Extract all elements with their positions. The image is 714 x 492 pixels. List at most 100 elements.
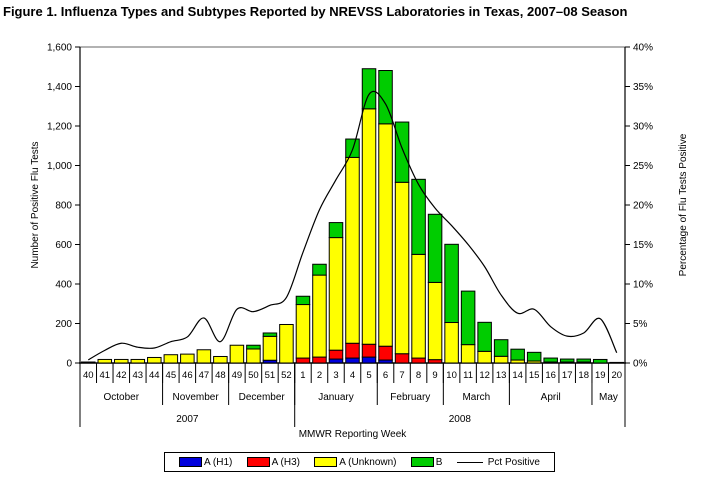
- bar-segment-b: [510, 348, 525, 361]
- week-label: 13: [496, 370, 507, 381]
- legend-item-a-h3: A (H3): [246, 456, 300, 468]
- bar-segment-a-unknown-: [213, 355, 228, 364]
- bar-segment-a-unknown-: [180, 353, 195, 364]
- right-axis-tick-label: 0%: [633, 359, 648, 370]
- bar-segment-b: [543, 357, 558, 363]
- legend-label-pct-positive: Pct Positive: [487, 456, 540, 468]
- week-label: 11: [463, 370, 473, 381]
- bar-segment-a-unknown-: [97, 358, 113, 364]
- week-label: 4: [350, 370, 355, 381]
- bar-segment-a-h3-: [312, 356, 327, 364]
- bar-segment-a-unknown-: [246, 348, 261, 364]
- left-axis-tick-label: 600: [55, 240, 72, 251]
- week-label: 5: [366, 370, 371, 381]
- bar-segment-a-unknown-: [262, 335, 278, 361]
- legend-item-pct-positive: Pct Positive: [456, 456, 540, 468]
- week-label: 18: [578, 370, 589, 381]
- left-axis-tick-label: 1,600: [47, 43, 72, 54]
- week-label: 52: [281, 370, 292, 381]
- right-axis-tick-label: 5%: [633, 319, 648, 330]
- right-axis-tick-label: 20%: [633, 201, 653, 212]
- year-label: 2008: [449, 414, 472, 425]
- week-label: 41: [99, 370, 110, 381]
- right-axis-tick-label: 30%: [633, 122, 653, 133]
- bar-segment-a-unknown-: [196, 349, 212, 364]
- week-label: 6: [383, 370, 388, 381]
- legend-label-a-unknown: A (Unknown): [339, 456, 397, 468]
- right-axis-tick-label: 25%: [633, 161, 653, 172]
- week-label: 9: [432, 370, 437, 381]
- bar-segment-b: [609, 361, 624, 364]
- right-axis-tick-label: 15%: [633, 240, 653, 251]
- legend-item-a-h1: A (H1): [179, 457, 232, 468]
- bar-segment-a-unknown-: [279, 323, 294, 364]
- week-label: 3: [333, 370, 338, 381]
- month-label: April: [541, 392, 561, 403]
- bar-segment-a-unknown-: [411, 253, 426, 359]
- bar-segment-b: [559, 358, 575, 363]
- bar-segment-b: [592, 358, 608, 364]
- bar-segment-b: [411, 178, 426, 255]
- bar-segment-a-unknown-: [394, 181, 410, 355]
- bar-segment-a-unknown-: [295, 304, 311, 359]
- bar-segment-a-unknown-: [460, 344, 476, 364]
- week-label: 51: [265, 370, 276, 381]
- month-label: May: [599, 392, 618, 403]
- bar-segment-a-unknown-: [477, 350, 492, 364]
- month-label: November: [173, 392, 220, 403]
- left-axis-tick-label: 1,400: [47, 82, 72, 93]
- chart-title: Figure 1. Influenza Types and Subtypes R…: [3, 4, 628, 19]
- bar-segment-b: [361, 68, 377, 110]
- week-label: 16: [545, 370, 556, 381]
- left-axis-tick-label: 200: [55, 319, 72, 330]
- year-label: 2007: [176, 414, 199, 425]
- bar-segment-a-unknown-: [361, 108, 377, 345]
- week-label: 42: [116, 370, 127, 381]
- week-label: 45: [166, 370, 177, 381]
- week-label: 47: [199, 370, 210, 381]
- month-label: February: [390, 392, 430, 403]
- legend-label-b: B: [435, 456, 443, 468]
- week-label: 49: [232, 370, 243, 381]
- legend-label-a-h3: A (H3): [271, 456, 300, 468]
- bar-segment-b: [493, 339, 509, 357]
- week-label: 40: [83, 370, 94, 381]
- bar-segment-a-unknown-: [163, 354, 179, 364]
- bar-segment-a-h3-: [328, 349, 344, 360]
- legend-swatch-b: [410, 457, 434, 467]
- bar-segment-a-unknown-: [378, 123, 393, 347]
- legend-swatch-a-h3: [246, 457, 270, 467]
- bar-segment-b: [246, 344, 261, 350]
- week-label: 44: [149, 370, 160, 381]
- week-label: 48: [215, 370, 226, 381]
- legend-label-a-h1: A (H1): [204, 456, 233, 468]
- bar-segment-a-h3-: [427, 359, 443, 364]
- bar-segment-a-h1-: [361, 356, 377, 364]
- right-axis-tick-label: 40%: [633, 43, 653, 54]
- chart-canvas: 0 200 400 600 800 1,000 1,200 1,400 1,600 0% 5% 10%…: [47, 43, 653, 427]
- x-axis-title: MMWR Reporting Week: [298, 429, 407, 440]
- legend-swatch-a-unknown: [314, 457, 338, 467]
- bar-segment-b: [312, 263, 327, 276]
- week-label: 15: [529, 370, 540, 381]
- legend-item-b: B: [410, 456, 443, 468]
- bar-segment-b: [328, 222, 344, 239]
- left-axis-tick-label: 1,000: [47, 161, 72, 172]
- bar-segment-a-h3-: [361, 343, 377, 358]
- bar-segment-a-unknown-: [345, 156, 360, 344]
- week-label: 20: [611, 370, 622, 381]
- bar-segment-b: [427, 213, 443, 283]
- legend-item-a-unknown: A (Unknown): [314, 456, 397, 468]
- bar-segment-a-h1-: [328, 358, 344, 364]
- bar-segment-a-h3-: [394, 353, 410, 364]
- week-label: 50: [248, 370, 259, 381]
- bar-segment-a-unknown-: [81, 361, 96, 364]
- bar-segment-a-unknown-: [444, 322, 459, 364]
- bar-segment-b: [477, 321, 492, 352]
- week-label: 10: [446, 370, 457, 381]
- month-label: December: [239, 392, 286, 403]
- bar-segment-a-h3-: [345, 342, 360, 359]
- bar-segment-a-h3-: [378, 345, 393, 361]
- pct-positive-line: [87, 90, 618, 361]
